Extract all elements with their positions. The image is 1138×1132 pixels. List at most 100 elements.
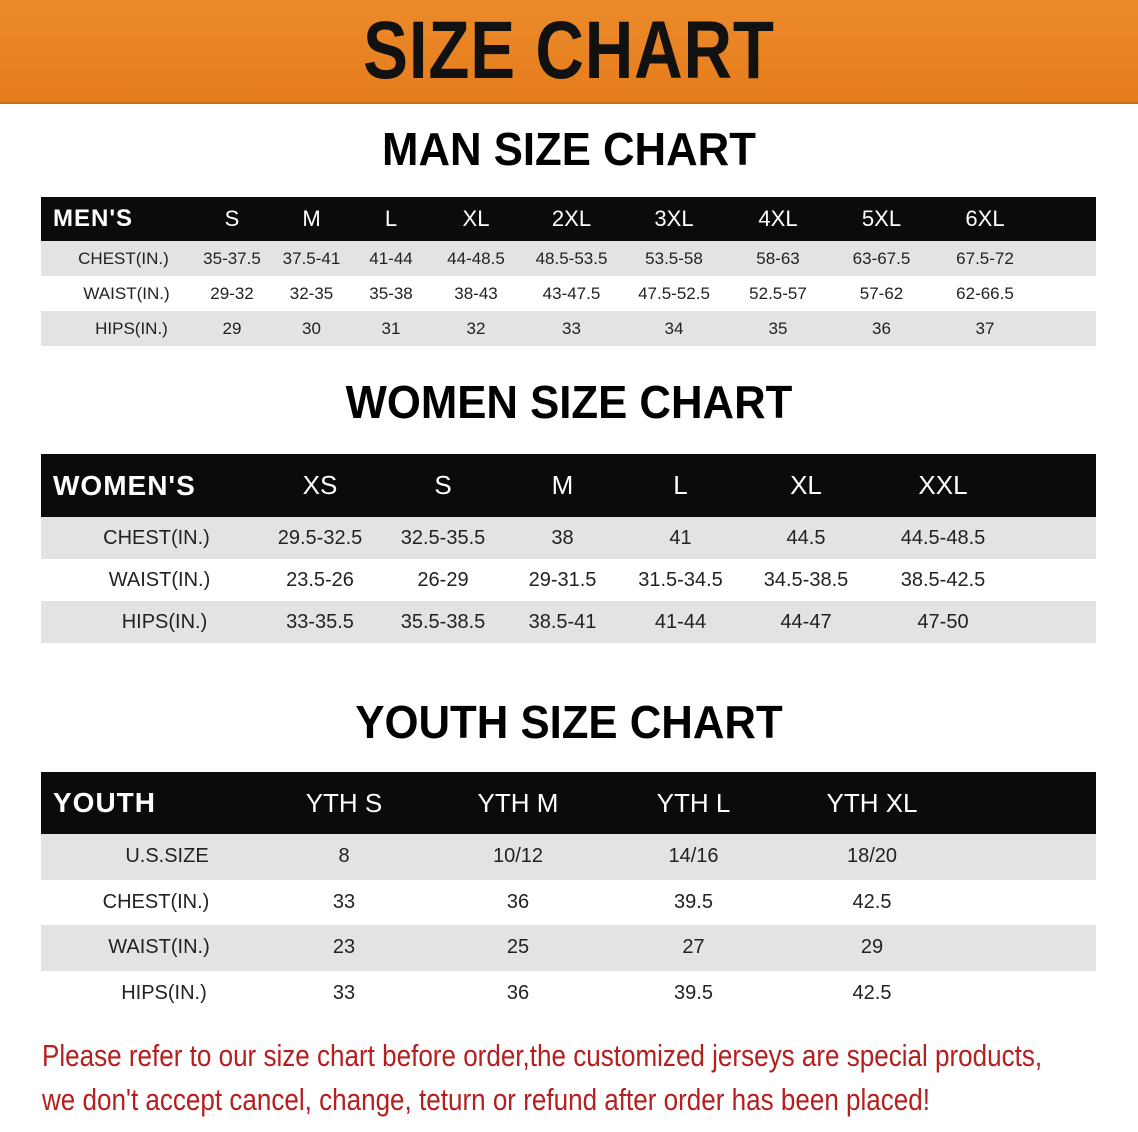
cell: 48.5-53.5 — [535, 248, 608, 268]
cell: 63-67.5 — [852, 248, 911, 268]
cell: 29 — [860, 936, 884, 959]
size-header: M — [302, 206, 321, 231]
table-row: HIPS(IN.) 33 36 39.5 42.5 — [41, 970, 1096, 1016]
cell: 36 — [506, 981, 530, 1004]
size-header: YTH L — [656, 787, 731, 818]
cell: 33 — [332, 981, 356, 1004]
cell: 26-29 — [417, 568, 469, 591]
cell: 29 — [222, 318, 242, 338]
row-label: CHEST(IN.) — [103, 526, 210, 549]
cell: 39.5 — [674, 890, 713, 913]
cell: 27 — [682, 936, 705, 959]
size-header: 5XL — [861, 206, 902, 231]
banner-title: SIZE CHART — [363, 5, 775, 96]
women-size-table: WOMEN'S XS S M L XL XXL CHEST(IN.) 29.5-32.5 32.5… — [41, 454, 1096, 643]
size-header: XS — [302, 470, 338, 500]
banner: SIZE CHART — [0, 0, 1138, 104]
size-header: 4XL — [758, 206, 798, 231]
cell: 47.5-52.5 — [638, 283, 710, 303]
cell: 44.5-48.5 — [900, 526, 986, 549]
table-row: HIPS(IN.) 33-35.5 35.5-38.5 38.5-41 41-44 44-… — [41, 601, 1096, 643]
cell: 62-66.5 — [956, 283, 1014, 303]
header-row: YOUTH YTH S YTH M YTH L YTH XL — [41, 772, 1096, 834]
row-label: WAIST(IN.) — [108, 568, 211, 591]
cell: 52.5-57 — [749, 283, 807, 303]
women-section-title: WOMEN SIZE CHART — [345, 376, 793, 428]
row-label: CHEST(IN.) — [78, 248, 169, 268]
header-row: WOMEN'S XS S M L XL XXL — [41, 454, 1096, 517]
size-header: S — [434, 470, 452, 500]
table-header-label: MEN'S — [53, 205, 134, 232]
cell: 41-44 — [369, 248, 413, 268]
cell: 8 — [338, 845, 350, 868]
note-line-1: Please refer to our size chart before or… — [42, 1038, 1043, 1073]
row-label: U.S.SIZE — [125, 845, 209, 868]
cell: 41-44 — [654, 610, 707, 633]
row-label: HIPS(IN.) — [95, 318, 168, 338]
cell: 42.5 — [852, 981, 892, 1004]
cell: 25 — [506, 936, 530, 959]
row-label: WAIST(IN.) — [108, 936, 210, 959]
table-row: WAIST(IN.) 23.5-26 26-29 29-31.5 31.5-34.5 34… — [41, 559, 1096, 601]
cell: 42.5 — [852, 890, 892, 913]
cell: 35.5-38.5 — [400, 610, 486, 633]
size-header: YTH M — [477, 787, 559, 818]
size-header: XXL — [918, 470, 968, 500]
cell: 32-35 — [289, 283, 334, 303]
cell: 33 — [562, 318, 581, 338]
table-row: WAIST(IN.) 23 25 27 29 — [41, 925, 1096, 971]
cell: 37 — [975, 318, 995, 338]
cell: 47-50 — [917, 610, 969, 633]
table-row: WAIST(IN.) 29-32 32-35 35-38 38-43 43-47.5 47.… — [41, 276, 1096, 311]
men-section-title: MAN SIZE CHART — [382, 123, 756, 175]
youth-size-table: YOUTH YTH S YTH M YTH L YTH XL U.S.SIZE 8 10/12… — [41, 772, 1096, 1016]
cell: 43-47.5 — [542, 283, 601, 303]
size-header: 6XL — [965, 206, 1005, 231]
size-header: XL — [462, 206, 490, 231]
cell: 35 — [768, 318, 788, 338]
cell: 44.5 — [786, 526, 826, 549]
cell: 38.5-41 — [528, 610, 597, 633]
size-header: 2XL — [551, 206, 592, 231]
row-label: WAIST(IN.) — [83, 283, 170, 303]
header-row: MEN'S S M L XL 2XL 3XL 4XL 5XL 6XL — [41, 197, 1096, 241]
cell: 32 — [466, 318, 486, 338]
table-row: U.S.SIZE 8 10/12 14/16 18/20 — [41, 834, 1096, 880]
cell: 44-47 — [780, 610, 832, 633]
cell: 44-48.5 — [447, 248, 505, 268]
row-label: HIPS(IN.) — [121, 610, 208, 633]
cell: 23 — [332, 936, 356, 959]
cell: 38.5-42.5 — [900, 568, 986, 591]
cell: 57-62 — [859, 283, 904, 303]
cell: 32.5-35.5 — [400, 526, 486, 549]
cell: 33-35.5 — [286, 610, 354, 633]
size-header: L — [384, 206, 398, 231]
cell: 53.5-58 — [645, 248, 703, 268]
cell: 29-31.5 — [528, 568, 597, 591]
youth-section-title: YOUTH SIZE CHART — [355, 696, 783, 748]
table-header-label: WOMEN'S — [53, 469, 196, 501]
cell: 30 — [302, 318, 321, 338]
cell: 36 — [872, 318, 891, 338]
cell: 31.5-34.5 — [638, 568, 723, 591]
row-label: HIPS(IN.) — [121, 981, 207, 1004]
cell: 34 — [664, 318, 684, 338]
table-row: CHEST(IN.) 35-37.5 37.5-41 41-44 44-48.5 48.5… — [41, 241, 1096, 276]
cell: 35-37.5 — [203, 248, 261, 268]
row-label: CHEST(IN.) — [102, 890, 210, 913]
table-row: CHEST(IN.) 29.5-32.5 32.5-35.5 38 41 44.5 44.5… — [41, 517, 1096, 559]
cell: 67.5-72 — [956, 248, 1014, 268]
cell: 38-43 — [454, 283, 498, 303]
size-header: YTH XL — [826, 787, 918, 818]
cell: 23.5-26 — [286, 568, 354, 591]
cell: 31 — [381, 318, 401, 338]
cell: 29-32 — [210, 283, 254, 303]
size-header: M — [551, 470, 574, 500]
cell: 34.5-38.5 — [763, 568, 849, 591]
cell: 10/12 — [492, 845, 544, 868]
cell: 36 — [506, 890, 530, 913]
cell: 29.5-32.5 — [277, 526, 363, 549]
size-header: S — [224, 206, 240, 231]
cell: 14/16 — [668, 845, 719, 868]
table-row: CHEST(IN.) 33 36 39.5 42.5 — [41, 879, 1096, 925]
